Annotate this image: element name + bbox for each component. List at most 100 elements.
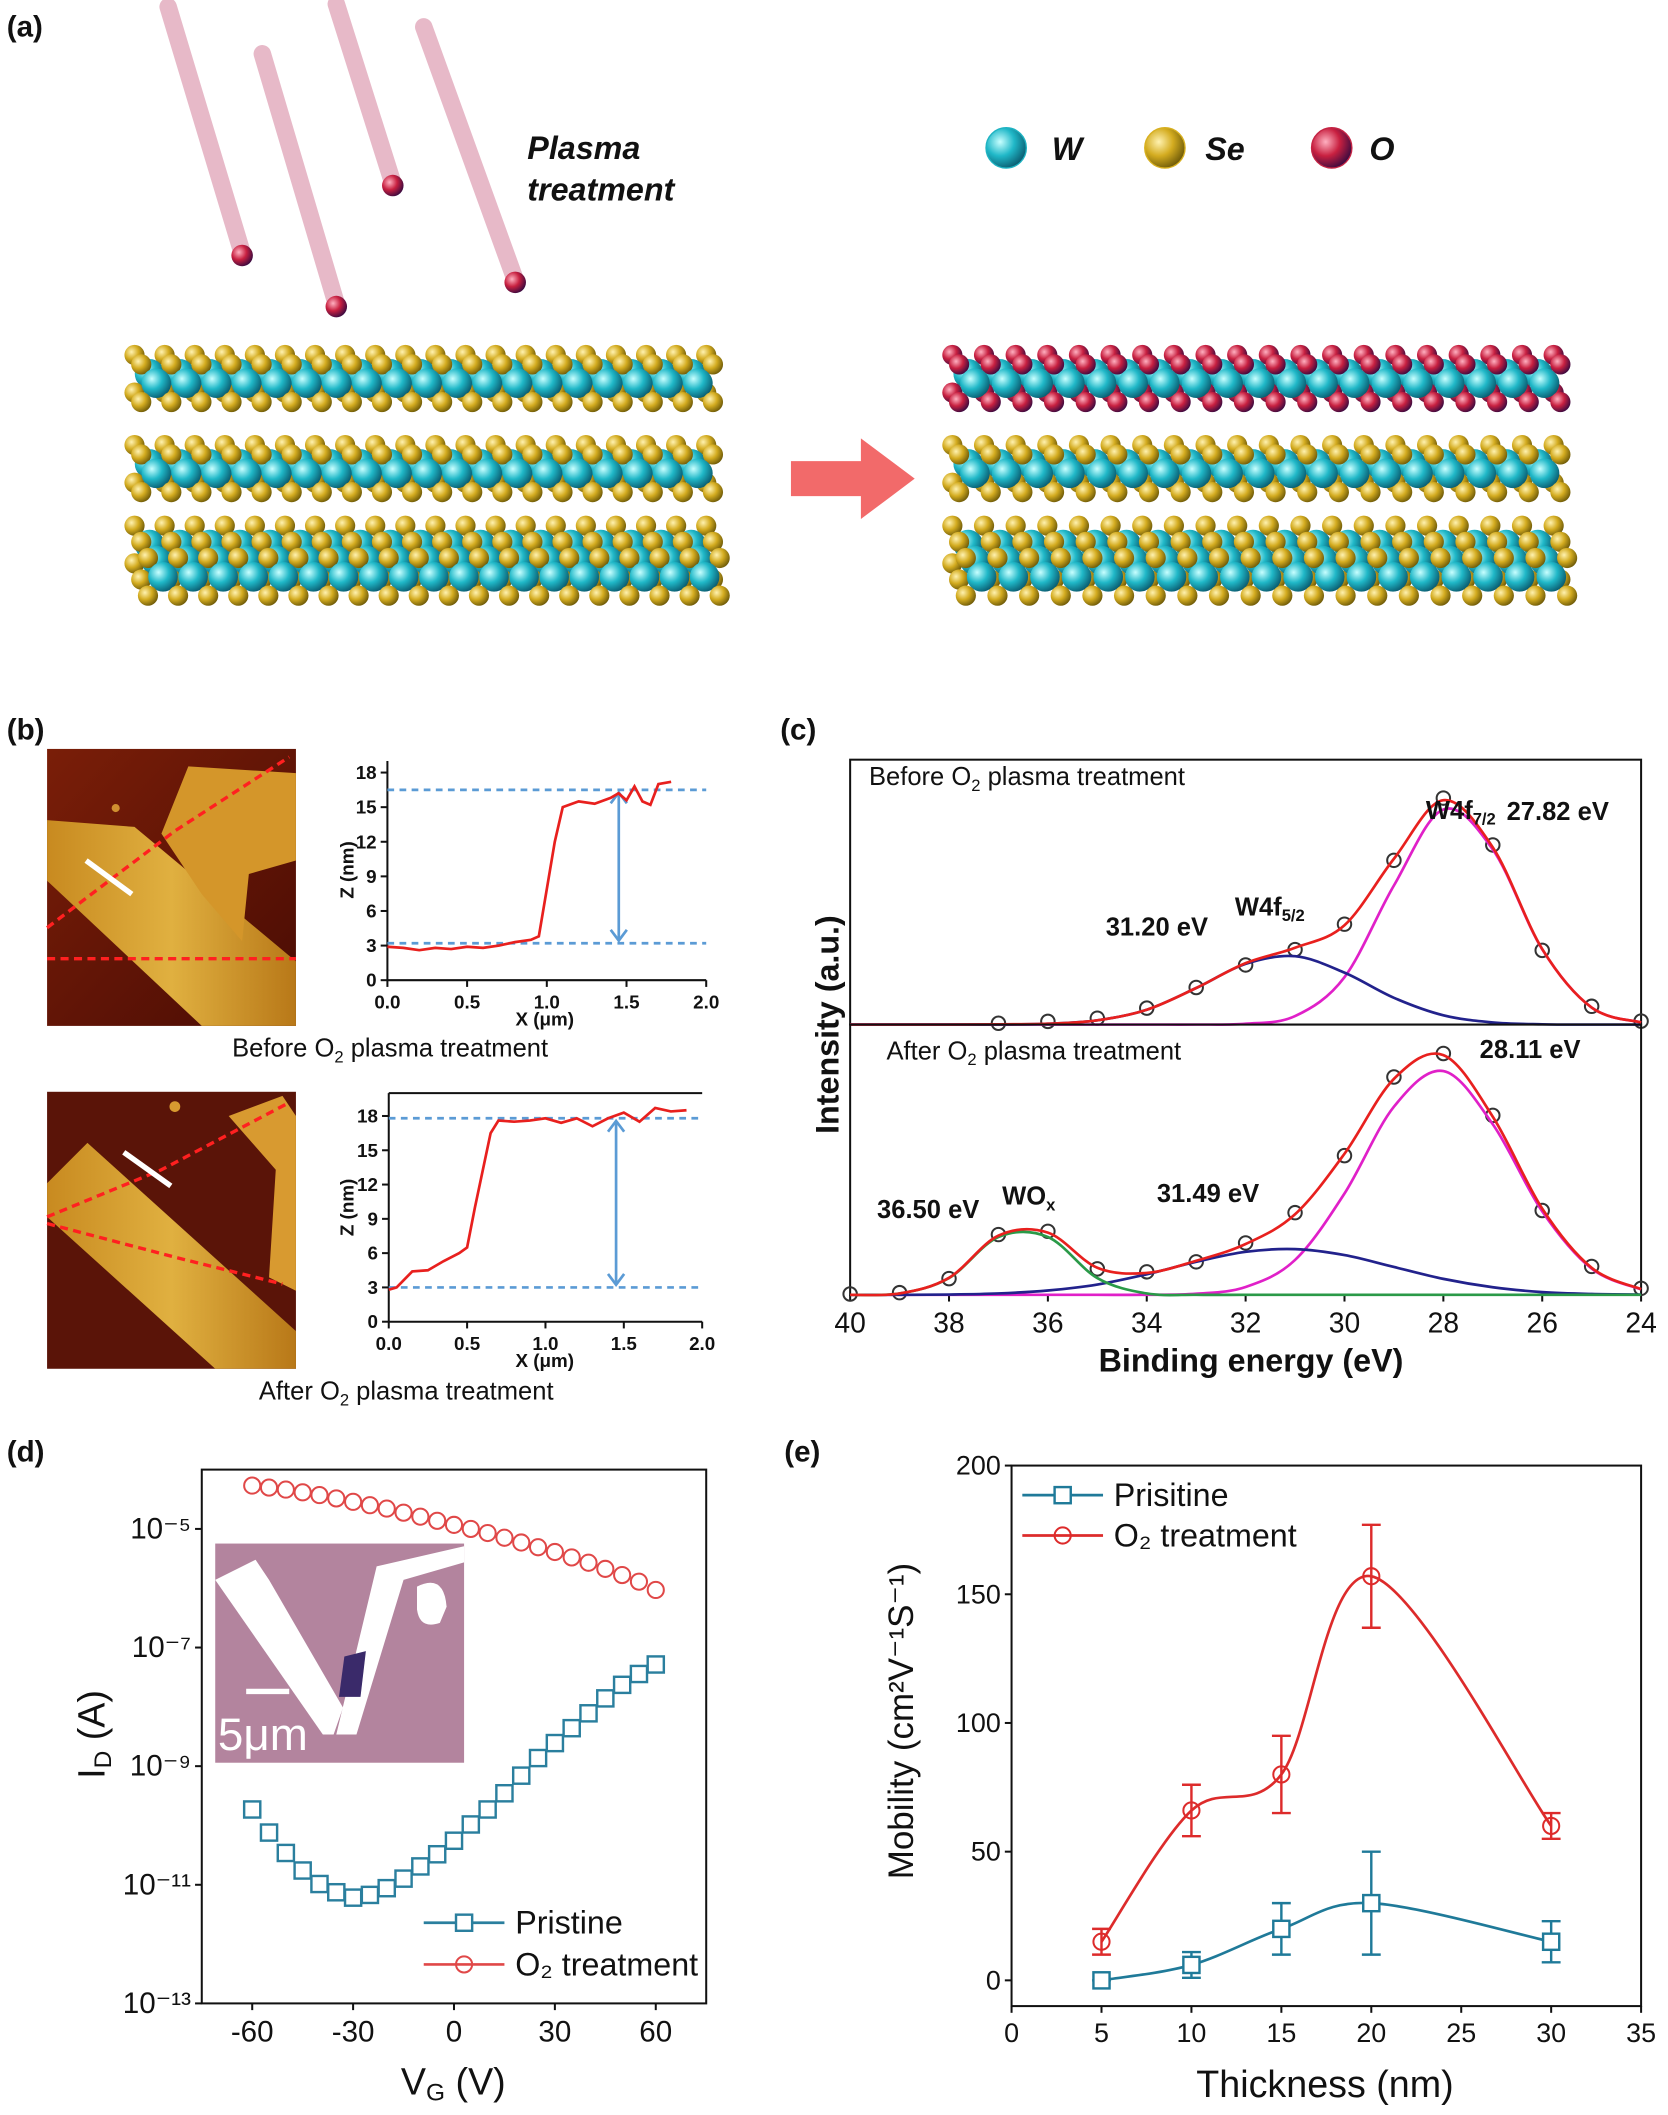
x-tick-label: 28 bbox=[1428, 1307, 1459, 1339]
selenium-atom bbox=[1487, 482, 1508, 503]
tungsten-atom bbox=[1536, 562, 1567, 592]
tungsten-atom bbox=[1308, 368, 1338, 398]
selenium-atom bbox=[552, 354, 573, 375]
selenium-atom bbox=[161, 444, 182, 465]
x-tick-label: 0.0 bbox=[376, 1333, 402, 1354]
caption-part: 2 bbox=[340, 1390, 349, 1409]
selenium-atom bbox=[281, 531, 302, 552]
selenium-atom bbox=[1082, 547, 1103, 569]
tungsten-atom bbox=[1156, 562, 1187, 592]
oxygen-atom bbox=[1265, 354, 1286, 375]
selenium-atom bbox=[649, 585, 670, 606]
tungsten-atom bbox=[1086, 368, 1117, 398]
error-bar bbox=[1271, 1734, 1291, 1815]
selenium-atom bbox=[191, 391, 212, 413]
selenium-atom bbox=[1385, 515, 1406, 536]
selenium-atom bbox=[1303, 547, 1325, 569]
selenium-atom bbox=[161, 354, 182, 375]
selenium-atom bbox=[401, 354, 423, 375]
peak-name-label: WOx bbox=[1002, 1183, 1056, 1214]
tungsten-atom bbox=[1466, 458, 1497, 489]
selenium-atom bbox=[318, 585, 339, 606]
device-inset bbox=[215, 1543, 465, 1763]
marker bbox=[444, 1515, 464, 1534]
marker bbox=[394, 1869, 413, 1888]
y-tick-label: 12 bbox=[357, 1174, 378, 1195]
selenium-atom bbox=[1043, 444, 1065, 465]
selenium-atom bbox=[1019, 585, 1040, 606]
boundary bbox=[46, 1101, 290, 1219]
tungsten-atom bbox=[1346, 562, 1377, 592]
marker bbox=[293, 1483, 312, 1502]
selenium-atom bbox=[1265, 482, 1286, 503]
caption-part: plasma treatment bbox=[980, 763, 1185, 791]
tungsten-atom bbox=[1055, 368, 1085, 398]
y-axis-label: Z (nm) bbox=[337, 841, 358, 898]
selenium-atom bbox=[1462, 585, 1483, 606]
selenium-atom bbox=[335, 515, 356, 536]
marker bbox=[629, 1572, 649, 1591]
series-line bbox=[850, 1052, 1642, 1297]
oxygen-atom bbox=[1392, 354, 1413, 375]
selenium-atom bbox=[131, 354, 152, 375]
legend-label: O₂ treatment bbox=[1114, 1517, 1297, 1553]
tungsten-atom bbox=[442, 368, 472, 398]
selenium-atom bbox=[1487, 531, 1508, 552]
series-line bbox=[1101, 1901, 1552, 1982]
selenium-atom bbox=[1195, 515, 1216, 536]
selenium-atom bbox=[1518, 482, 1539, 503]
y-tick-label: 0 bbox=[986, 1965, 1001, 1995]
tungsten-atom bbox=[148, 562, 178, 592]
selenium-atom bbox=[1233, 531, 1255, 552]
selenium-atom bbox=[589, 585, 610, 606]
selenium-atom bbox=[492, 354, 513, 375]
x-tick-label: 30 bbox=[1536, 2018, 1566, 2048]
selenium-atom bbox=[612, 482, 633, 503]
tungsten-atom bbox=[1371, 458, 1402, 489]
x-axis-label: X (μm) bbox=[516, 1350, 575, 1371]
marker bbox=[1336, 916, 1353, 932]
error-bar bbox=[1361, 1523, 1381, 1629]
legend-label: Prisitine bbox=[1114, 1477, 1229, 1513]
atom-legend-swatch bbox=[1144, 127, 1186, 169]
marker bbox=[1541, 1932, 1561, 1952]
selenium-atom bbox=[1170, 531, 1191, 552]
marker bbox=[579, 1704, 598, 1723]
tungsten-atom bbox=[1188, 562, 1218, 592]
tungsten-atom bbox=[502, 368, 533, 398]
y-axis-label-part: I bbox=[70, 1768, 112, 1778]
panel-label: (a) bbox=[7, 10, 43, 43]
marker bbox=[461, 1519, 480, 1538]
selenium-atom bbox=[161, 391, 182, 413]
selenium-atom bbox=[131, 391, 152, 413]
selenium-atom bbox=[1145, 547, 1166, 569]
selenium-atom bbox=[1328, 482, 1349, 503]
selenium-atom bbox=[942, 515, 963, 536]
selenium-atom bbox=[1493, 585, 1514, 606]
tungsten-atom bbox=[1283, 562, 1313, 592]
selenium-atom bbox=[432, 482, 453, 503]
selenium-atom bbox=[1202, 444, 1223, 465]
selenium-atom bbox=[955, 547, 976, 569]
selenium-atom bbox=[702, 391, 724, 413]
tungsten-atom bbox=[171, 458, 202, 489]
selenium-atom bbox=[191, 444, 212, 465]
x-tick-label: 32 bbox=[1230, 1307, 1261, 1339]
tungsten-atom bbox=[689, 562, 720, 592]
tungsten-atom bbox=[472, 368, 503, 398]
y-tick-label: 9 bbox=[368, 1208, 378, 1229]
x-tick-label: -60 bbox=[231, 2015, 274, 2048]
tungsten-atom bbox=[261, 368, 292, 398]
tungsten-atom bbox=[653, 368, 683, 398]
selenium-atom bbox=[485, 515, 506, 536]
selenium-atom bbox=[462, 391, 483, 413]
caption: Before O2 plasma treatment bbox=[869, 763, 1185, 794]
selenium-atom bbox=[672, 444, 693, 465]
selenium-atom bbox=[137, 585, 159, 606]
peak-energy-label: 27.82 eV bbox=[1507, 798, 1609, 826]
selenium-atom bbox=[311, 444, 332, 465]
tungsten-atom bbox=[412, 458, 442, 489]
selenium-atom bbox=[702, 354, 724, 375]
beam-tips bbox=[231, 174, 526, 318]
selenium-atom bbox=[281, 444, 302, 465]
